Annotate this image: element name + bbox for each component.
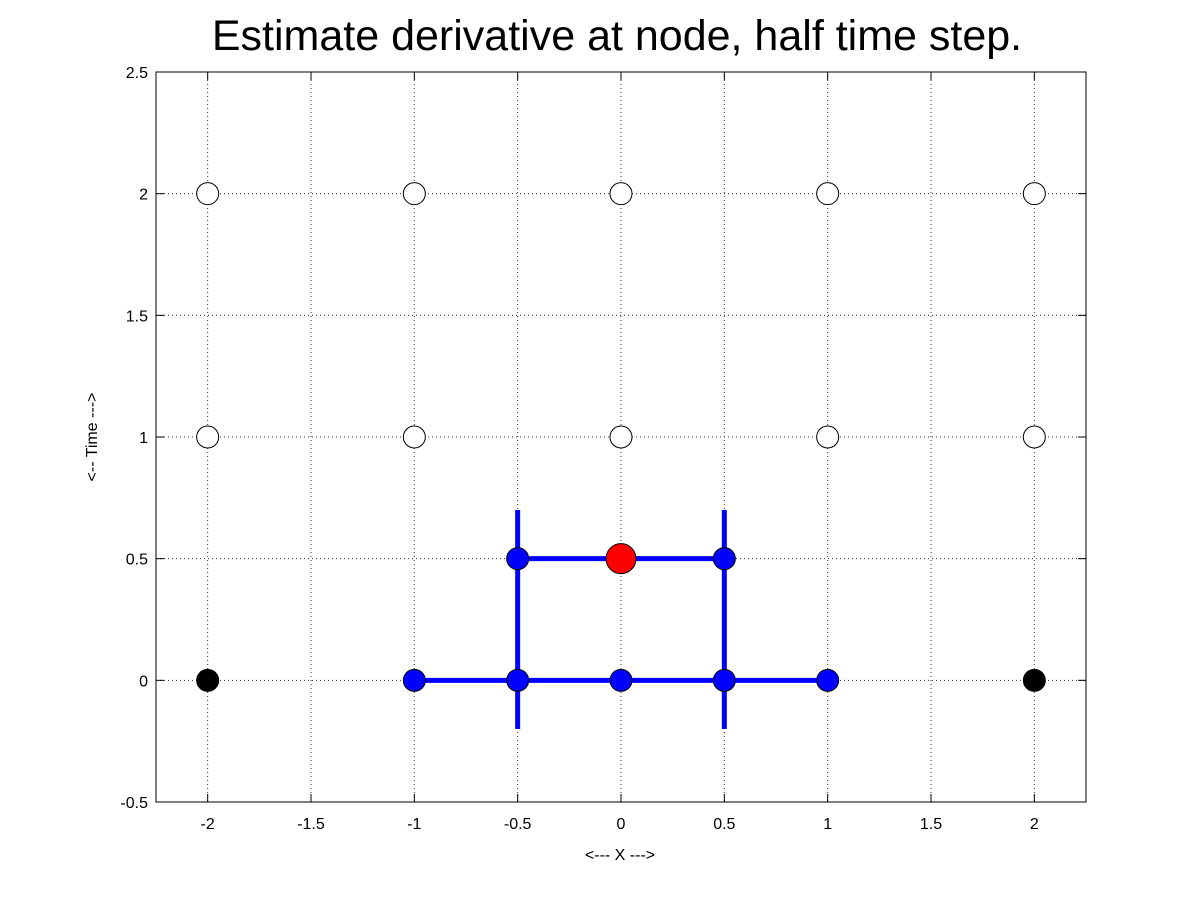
empty-node-point (816, 182, 840, 206)
x-tick-label: 1 (823, 816, 832, 833)
y-tick-label: 0.5 (126, 552, 148, 569)
empty-node-point (196, 182, 220, 206)
stencil-point (402, 668, 426, 692)
empty-node-point (402, 182, 426, 206)
y-tick-label: 2.5 (126, 65, 148, 82)
stencil-point (712, 547, 736, 571)
empty-node-point (196, 425, 220, 449)
y-tick-label: -0.5 (120, 795, 148, 812)
x-tick-label: -0.5 (504, 816, 532, 833)
stencil-point (816, 668, 840, 692)
x-tick-label: -2 (201, 816, 215, 833)
x-axis-label: <--- X ---> (585, 847, 655, 864)
x-tick-label: 0.5 (713, 816, 735, 833)
stencil-point (506, 547, 530, 571)
y-tick-label: 1 (139, 430, 148, 447)
x-tick-label: -1 (407, 816, 421, 833)
empty-node-point (1022, 425, 1046, 449)
x-tick-label: 2 (1030, 816, 1039, 833)
known-node-point (196, 668, 220, 692)
empty-node-point (402, 425, 426, 449)
target-point (605, 543, 637, 575)
x-tick-label: 1.5 (920, 816, 942, 833)
y-axis-label: <-- Time ---> (84, 393, 101, 482)
empty-node-point (609, 182, 633, 206)
y-tick-label: 2 (139, 187, 148, 204)
chart-title: Estimate derivative at node, half time s… (212, 12, 1022, 60)
y-tick-label: 0 (139, 673, 148, 690)
stencil-point (712, 668, 736, 692)
stencil-point (609, 668, 633, 692)
stencil-point (506, 668, 530, 692)
nodes (196, 182, 1046, 692)
empty-node-point (816, 425, 840, 449)
x-tick-label: -1.5 (297, 816, 325, 833)
empty-node-point (1022, 182, 1046, 206)
empty-node-point (609, 425, 633, 449)
y-tick-label: 1.5 (126, 308, 148, 325)
ticks: -2 -1.5 -1 -0.5 0 0.5 1 1.5 2 -0.5 0 0.5 1 1.5 2 2.5 (120, 65, 1086, 833)
known-node-point (1022, 668, 1046, 692)
x-tick-label: 0 (617, 816, 626, 833)
